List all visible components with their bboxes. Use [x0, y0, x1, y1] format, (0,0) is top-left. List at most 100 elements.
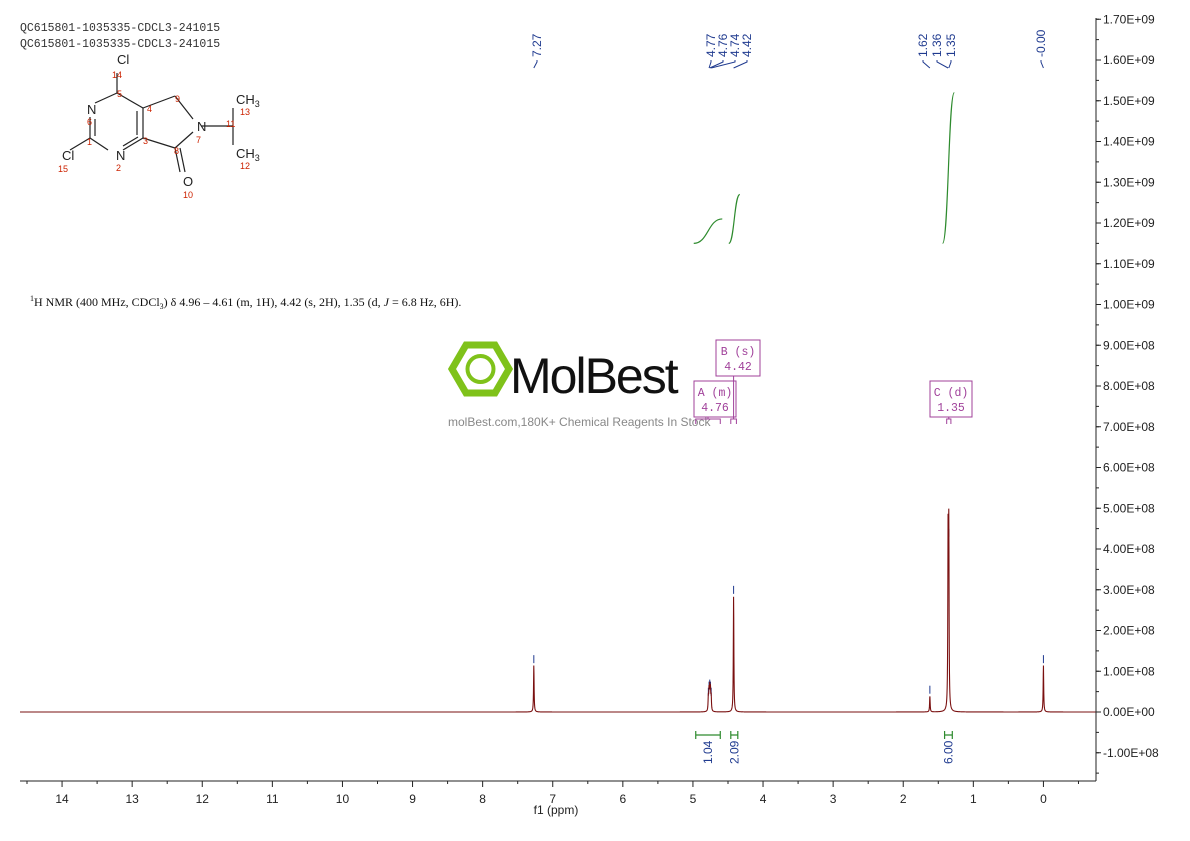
peak-label-leader: [708, 60, 712, 69]
nmr-summary-suffix: = 6.8 Hz, 6H).: [389, 295, 461, 309]
multiplet-range: [946, 418, 952, 424]
nmr-summary-sup: 1: [30, 294, 34, 303]
y-tick-label: 0.00E+00: [1103, 705, 1155, 719]
atom-number-cl14: 14: [112, 70, 122, 80]
x-tick-label: 2: [900, 792, 907, 806]
sample-id-line-1: QC615801-1035335-CDCL3-241015: [20, 22, 220, 35]
peak-label-text: 1.36: [930, 33, 944, 57]
x-tick-label: 8: [479, 792, 486, 806]
multiplet-box: A (m) 4.76: [693, 380, 737, 424]
y-tick-label: 1.70E+09: [1103, 12, 1155, 26]
y-tick-label: 3.00E+08: [1103, 583, 1155, 597]
y-tick-label: 9.00E+08: [1103, 338, 1155, 352]
y-tick-label: 4.00E+08: [1103, 542, 1155, 556]
y-tick-label: 1.50E+09: [1103, 94, 1155, 108]
atom-label-n2: N: [116, 148, 125, 163]
x-tick-label: 10: [336, 792, 350, 806]
watermark-brand: MolBest: [510, 348, 679, 404]
atom-number-c8: 8: [174, 146, 179, 156]
peak-label: 1.36: [930, 33, 949, 69]
peak-label-text: 1.35: [944, 33, 958, 57]
multiplet-shift: 4.76: [701, 402, 729, 415]
y-tick-label: 1.60E+09: [1103, 53, 1155, 67]
x-tick-label: 12: [196, 792, 210, 806]
integral-bar: [695, 731, 721, 739]
peak-label-leader: [936, 60, 949, 69]
nmr-summary-j: J: [384, 295, 390, 309]
atom-label-cl14: Cl: [117, 52, 129, 67]
atom-number-o10: 10: [183, 190, 193, 200]
atom-number-c4: 4: [147, 104, 152, 114]
atom-number-c5: 5: [117, 89, 122, 99]
atom-number-ch3_13: 13: [240, 107, 250, 117]
y-tick-label: 1.20E+09: [1103, 216, 1155, 230]
peak-labels: 7.27 4.774.764.744.42 1.62 1.36 1.35 -0.00: [530, 29, 1048, 69]
x-tick-label: 3: [830, 792, 837, 806]
peak-label-text: -0.00: [1034, 29, 1048, 57]
peak-label: 4.74: [711, 33, 742, 69]
atom-number-c11: 11: [226, 119, 235, 129]
peak-label-text: 4.42: [740, 33, 754, 57]
integral-bar: [730, 731, 739, 739]
multiplet-name: B (s): [721, 346, 756, 359]
y-axis: 1.70E+09 1.60E+09 1.50E+09 1.40E+09 1.30E+09…: [1095, 12, 1159, 781]
multiplet-name: A (m): [698, 387, 733, 400]
multiplet-box-frame: [929, 380, 973, 418]
peak-label-text: 7.27: [530, 33, 544, 57]
x-tick-label: 4: [760, 792, 767, 806]
peak-label-text: 4.76: [716, 33, 730, 57]
peak-label: 4.77: [704, 33, 718, 69]
integral-bar: [943, 731, 953, 739]
peak-label-leader: [948, 60, 952, 69]
atom-number-ch3_12: 12: [240, 161, 250, 171]
spectrum-trace: [20, 508, 1096, 713]
integral-curves: [693, 92, 955, 244]
y-tick-label: 1.10E+09: [1103, 257, 1155, 271]
atom-label-ch3_12: CH3: [236, 146, 260, 163]
peak-label-leader: [922, 60, 931, 69]
peak-label-text: 4.77: [704, 33, 718, 57]
y-tick-label: 5.00E+08: [1103, 501, 1155, 515]
peak-label: 7.27: [530, 33, 544, 69]
peak-label-leader: [1040, 60, 1044, 69]
x-tick-label: 0: [1040, 792, 1047, 806]
atom-label-n6: N: [87, 102, 96, 117]
y-tick-label: 6.00E+08: [1103, 461, 1155, 475]
x-tick-label: 6: [619, 792, 626, 806]
nmr-summary-main: ) δ 4.96 – 4.61 (m, 1H), 4.42 (s, 2H), 1…: [164, 295, 384, 309]
integral-value: 1.04: [701, 740, 715, 764]
x-axis: 14 13 12 11 10 9 8 7 6 5 4 3 2 1 0: [20, 780, 1096, 806]
y-tick-label: 1.00E+08: [1103, 664, 1155, 678]
y-tick-label: 7.00E+08: [1103, 420, 1155, 434]
x-tick-label: 11: [266, 792, 279, 806]
peak-label: 4.76: [709, 33, 730, 69]
x-axis-label: f1 (ppm): [534, 803, 579, 817]
peak-label-leader: [733, 60, 748, 69]
x-tick-label: 1: [970, 792, 977, 806]
x-tick-label: 9: [409, 792, 416, 806]
integral-curve: [942, 92, 955, 244]
peak-label-text: 4.74: [728, 33, 742, 57]
atom-label-cl15: Cl: [62, 148, 74, 163]
x-tick-label: 7: [549, 792, 556, 806]
multiplet-box-frame: [715, 339, 761, 377]
y-tick-label: 1.00E+09: [1103, 298, 1155, 312]
chemical-structure: [69, 73, 234, 173]
watermark: MolBest molBest.com,180K+ Chemical Reage…: [447, 341, 711, 429]
peak-markers: [533, 526, 1044, 696]
atom-number-c9: 9: [175, 94, 180, 104]
nmr-summary-sub: 3: [160, 302, 164, 311]
multiplet-name: C (d): [934, 387, 969, 400]
integral-value: 2.09: [727, 740, 741, 764]
y-tick-label: 1.30E+09: [1103, 175, 1155, 189]
peak-label-text: 1.62: [916, 33, 930, 57]
integral-bars: 1.04 2.09 6.00: [695, 731, 955, 764]
atom-label-n7: N: [197, 119, 206, 134]
peak-label: -0.00: [1034, 29, 1048, 69]
multiplet-box-frame: [693, 380, 737, 418]
watermark-tagline: molBest.com,180K+ Chemical Reagents In S…: [448, 415, 711, 429]
atom-number-n6: 6: [87, 117, 92, 127]
peak-label-leader: [533, 60, 538, 69]
atom-number-c1: 1: [87, 137, 92, 147]
benzene-logo-icon: [447, 341, 514, 397]
